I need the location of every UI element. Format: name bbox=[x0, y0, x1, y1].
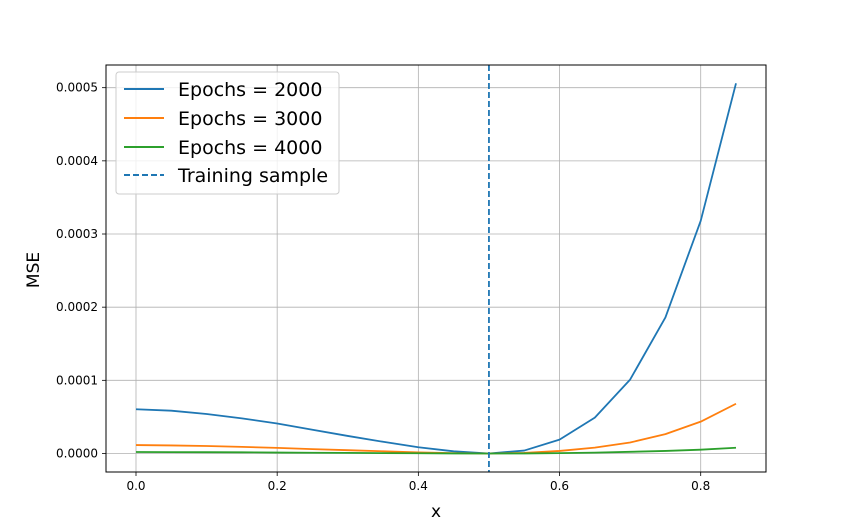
y-tick-label: 0.0001 bbox=[56, 373, 98, 387]
plot-frame bbox=[105, 64, 767, 473]
y-tick-label: 0.0002 bbox=[56, 300, 98, 314]
series-line-0 bbox=[135, 83, 737, 455]
legend-label-epochs-4000: Epochs = 4000 bbox=[178, 137, 322, 159]
legend-label-epochs-3000: Epochs = 3000 bbox=[178, 108, 322, 130]
series-lines bbox=[135, 65, 737, 472]
x-tick-label: 0.4 bbox=[409, 479, 428, 493]
x-tick-label: 0.6 bbox=[550, 479, 569, 493]
y-tick-label: 0.0003 bbox=[56, 227, 98, 241]
x-tick-label: 0.2 bbox=[268, 479, 287, 493]
x-tick-label: 0.8 bbox=[691, 479, 710, 493]
ticks: 0.0 0.2 0.4 0.6 0.8 0.0000 0.0001 0.0002 0.0003 0… bbox=[56, 81, 710, 493]
grid bbox=[106, 65, 766, 472]
legend-box bbox=[115, 71, 340, 195]
series-line-2 bbox=[135, 446, 737, 455]
y-tick-label: 0.0004 bbox=[56, 154, 98, 168]
legend-label-epochs-2000: Epochs = 2000 bbox=[178, 79, 322, 101]
y-tick-label: 0.0000 bbox=[56, 446, 98, 460]
legend-label-training-sample: Training sample bbox=[177, 165, 328, 187]
y-tick-label: 0.0005 bbox=[56, 81, 98, 95]
y-axis-label: MSE bbox=[24, 252, 44, 288]
x-tick-label: 0.0 bbox=[126, 479, 145, 493]
x-axis-label: x bbox=[431, 502, 441, 522]
legend: Epochs = 2000 Epochs = 3000 Epochs = 400… bbox=[115, 71, 340, 195]
